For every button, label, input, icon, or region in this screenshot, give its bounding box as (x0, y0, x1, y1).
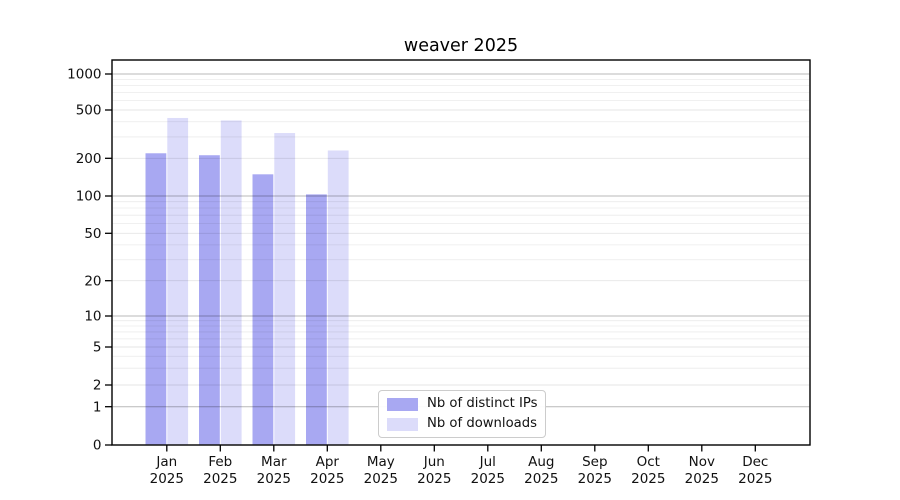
bar-distinct-ips (252, 174, 274, 445)
x-tick-label-year: 2025 (631, 471, 665, 487)
bar-downloads (167, 117, 189, 445)
y-tick-label: 1 (93, 399, 102, 415)
x-tick-label-month: Feb (208, 454, 232, 470)
x-tick-label-month: Mar (261, 454, 287, 470)
bar-downloads (220, 120, 242, 445)
x-tick-label-month: Jun (423, 454, 445, 470)
x-tick-label-year: 2025 (150, 471, 184, 487)
x-tick-label-month: Dec (742, 454, 768, 470)
bar-downloads (327, 150, 349, 445)
x-tick-label-year: 2025 (310, 471, 344, 487)
bar-distinct-ips (145, 153, 167, 445)
legend-item-downloads: Nb of downloads (387, 417, 537, 431)
downloads-swatch (387, 417, 418, 431)
x-tick-label-year: 2025 (417, 471, 451, 487)
chart-title: weaver 2025 (403, 36, 519, 56)
y-tick-label: 20 (84, 273, 101, 289)
x-tick-label-year: 2025 (578, 471, 612, 487)
legend: Nb of distinct IPs Nb of downloads (378, 390, 546, 438)
y-tick-label: 2 (93, 378, 102, 394)
bar-downloads (274, 133, 296, 445)
x-tick-label-month: Aug (528, 454, 554, 470)
x-tick-label-year: 2025 (471, 471, 505, 487)
x-tick-label-month: Apr (316, 454, 340, 470)
bar-distinct-ips (306, 194, 327, 445)
legend-item-distinct-ips: Nb of distinct IPs (387, 396, 538, 411)
x-tick-label-year: 2025 (738, 471, 772, 487)
y-tick-label: 0 (93, 438, 102, 454)
x-tick-label-year: 2025 (364, 471, 398, 487)
x-tick-label-month: Oct (637, 454, 660, 470)
x-tick-label-year: 2025 (685, 471, 719, 487)
x-tick-label-month: Nov (689, 454, 715, 470)
y-tick-label: 200 (76, 151, 102, 167)
y-tick-label: 5 (93, 340, 102, 356)
legend-label: Nb of downloads (427, 416, 537, 431)
x-tick-label-year: 2025 (203, 471, 237, 487)
legend-label: Nb of distinct IPs (427, 396, 538, 411)
plot-frame (111, 59, 811, 446)
y-tick-label: 50 (84, 226, 101, 242)
x-tick-label-year: 2025 (524, 471, 558, 487)
x-tick-label-month: Jan (155, 454, 177, 470)
bars-layer (145, 117, 349, 445)
x-tick-label-year: 2025 (257, 471, 291, 487)
x-tick-label-month: May (367, 454, 395, 470)
y-tick-label: 1000 (67, 67, 101, 83)
distinct-ips-swatch (387, 397, 418, 411)
y-tick-label: 10 (84, 309, 101, 325)
axes-layer (105, 59, 811, 452)
bar-distinct-ips (199, 155, 220, 445)
x-tick-label-month: Sep (582, 454, 607, 470)
x-tick-label-month: Jul (479, 454, 496, 470)
y-tick-label: 500 (76, 103, 102, 119)
y-tick-label: 100 (76, 189, 102, 205)
